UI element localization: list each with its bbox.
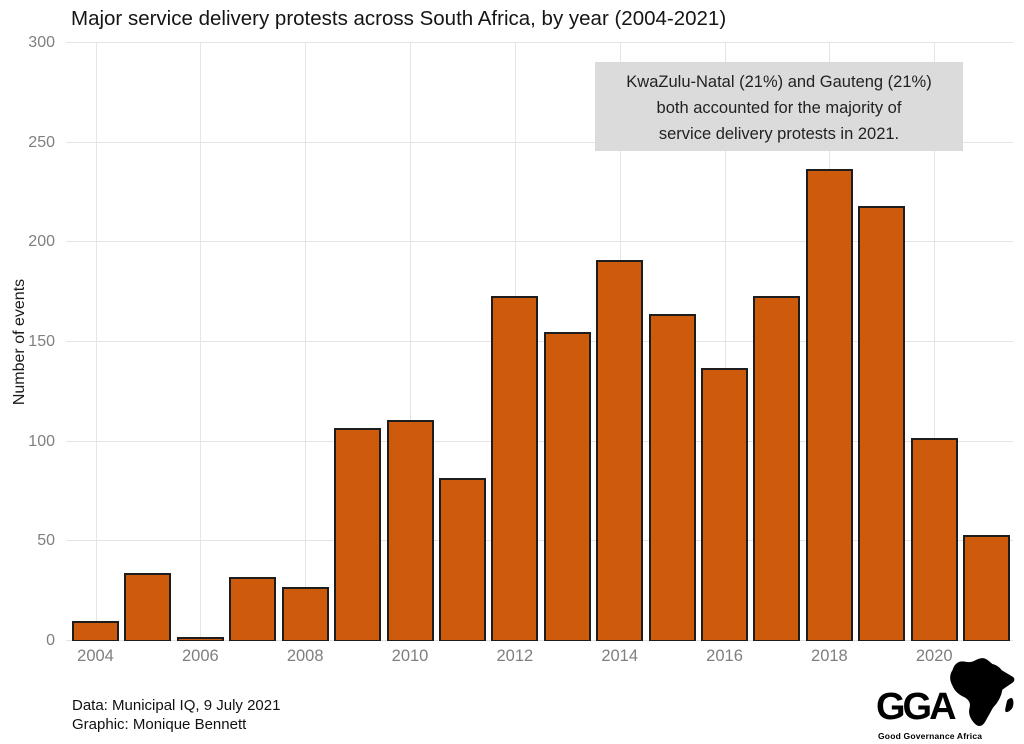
plot-area (66, 42, 1013, 641)
bar-2007 (229, 577, 277, 641)
x-tick-2020: 2020 (915, 647, 953, 665)
bar-2011 (438, 477, 486, 641)
x-tick-2014: 2014 (601, 647, 639, 665)
africa-map-icon (950, 658, 1015, 726)
bar-2010 (386, 419, 434, 641)
x-tick-2016: 2016 (706, 647, 743, 665)
y-tick-200: 200 (28, 233, 55, 251)
bar-2005 (124, 573, 172, 641)
y-tick-300: 300 (28, 34, 55, 51)
h-gridline-200 (66, 241, 1013, 243)
h-gridline-150 (66, 341, 1013, 342)
bar-2020 (910, 437, 958, 641)
bar-2015 (648, 314, 696, 641)
x-tick-2018: 2018 (811, 647, 848, 665)
h-gridline-250 (66, 141, 1013, 143)
annotation-box: KwaZulu-Natal (21%) and Gauteng (21%) bo… (595, 62, 963, 151)
v-gridline-2004 (95, 43, 97, 641)
v-gridline-2016 (724, 43, 726, 641)
x-tick-2008: 2008 (286, 647, 324, 665)
h-gridline-300 (66, 42, 1013, 43)
bar-2004 (72, 621, 119, 641)
bar-2016 (701, 367, 749, 641)
footer-credit: Graphic: Monique Bennett (72, 716, 247, 733)
x-tick-2010: 2010 (391, 647, 429, 665)
footer: Data: Municipal IQ, 9 July 2021 Graphic:… (72, 696, 280, 734)
bar-2019 (858, 206, 906, 641)
bar-2018 (805, 168, 853, 641)
v-gridline-2008 (305, 43, 307, 641)
bar-2012 (491, 296, 539, 641)
bar-2014 (596, 260, 644, 641)
y-tick-250: 250 (28, 133, 55, 151)
x-tick-2006: 2006 (181, 647, 219, 665)
bar-2017 (753, 296, 801, 641)
bar-2006 (176, 637, 224, 641)
bar-2008 (281, 587, 329, 641)
x-tick-2012: 2012 (496, 647, 534, 665)
h-gridline-50 (66, 540, 1013, 542)
bar-2013 (543, 332, 591, 641)
v-gridline-2006 (200, 43, 202, 641)
v-gridline-2020 (934, 43, 936, 641)
y-tick-100: 100 (28, 432, 55, 450)
bar-2009 (334, 427, 382, 641)
y-axis-ticks: 0 50 100 150 200 250 300 (0, 34, 58, 649)
h-gridline-100 (66, 440, 1013, 442)
bar-2021 (963, 535, 1011, 641)
footer-data-source: Data: Municipal IQ, 9 July 2021 (72, 697, 281, 714)
y-tick-0: 0 (46, 632, 55, 649)
gga-logo: GGA Good Governance Africa (872, 649, 1022, 744)
gga-logo-text: GGA (876, 686, 957, 728)
v-gridline-2010 (410, 43, 412, 641)
y-tick-150: 150 (28, 333, 55, 350)
chart-title: Major service delivery protests across S… (71, 7, 727, 30)
x-axis-ticks: 2004 2006 2008 2010 2012 2014 2016 2018 2020 (66, 645, 1013, 669)
gga-logo-caption: Good Governance Africa (878, 731, 983, 741)
h-gridline-0 (66, 640, 1013, 641)
x-tick-2004: 2004 (77, 647, 114, 665)
y-tick-50: 50 (37, 532, 55, 550)
